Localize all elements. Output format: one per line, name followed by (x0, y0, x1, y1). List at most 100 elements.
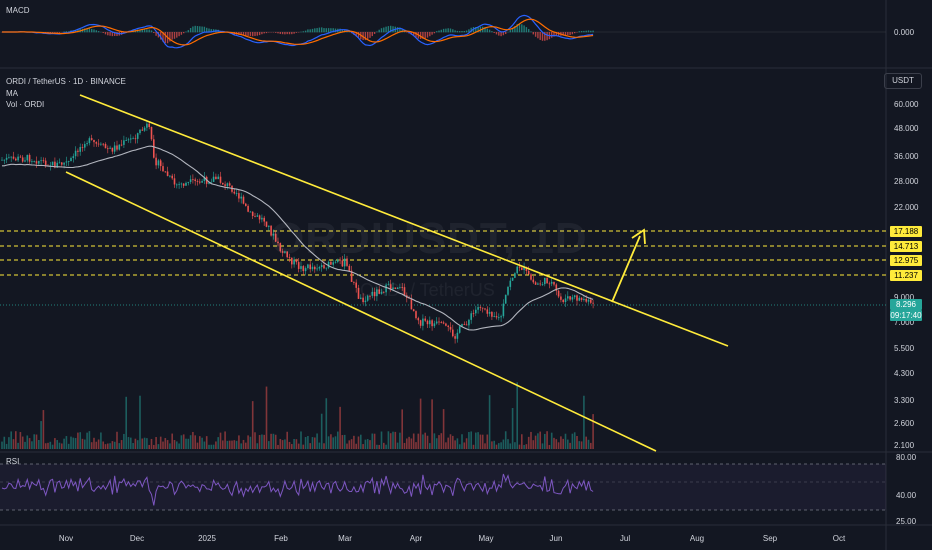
volume-bar (468, 432, 470, 449)
volume-bar (24, 441, 26, 449)
volume-bar (557, 442, 560, 449)
volume-bar (102, 441, 104, 449)
macd-label[interactable]: MACD (6, 6, 30, 15)
candle-body (445, 323, 447, 326)
candle-body (511, 277, 514, 281)
candle-body (233, 191, 236, 194)
volume-bar (297, 443, 300, 449)
macd-bar (114, 32, 116, 36)
candle-body (143, 127, 146, 131)
macd-bar (275, 32, 277, 33)
candle-body (557, 290, 560, 297)
candle-body (394, 287, 397, 289)
time-tick: Feb (274, 534, 288, 543)
candle-body (419, 320, 422, 326)
volume-bar (573, 432, 576, 449)
macd-bar (502, 32, 505, 36)
candle-body (10, 156, 12, 158)
macd-bar (176, 32, 178, 38)
volume-bar (84, 439, 86, 449)
macd-bar (357, 32, 360, 38)
macd-bar (433, 32, 436, 34)
macd-bar (293, 32, 295, 34)
volume-bar (157, 444, 160, 449)
volume-bar (164, 438, 167, 449)
volume-bar (63, 438, 65, 449)
candle-body (468, 319, 470, 326)
volume-bar (226, 440, 229, 449)
volume-bar (251, 401, 254, 449)
macd-bar (424, 32, 426, 39)
volume-bar (560, 436, 562, 449)
chart-title[interactable]: ORDI / TetherUS · 1D · BINANCE (6, 77, 126, 86)
candle-body (201, 181, 203, 183)
volume-bar (592, 414, 594, 449)
candle-body (173, 178, 176, 185)
candle-body (537, 283, 539, 285)
level-label-12975: 12.975 (890, 255, 922, 266)
volume-bar (113, 441, 116, 449)
time-axis[interactable]: Nov Dec 2025 Feb Mar Apr May Jun Jul Aug Sep Oct (59, 534, 846, 543)
candle-body (164, 171, 167, 173)
macd-bar (475, 26, 477, 33)
volume-indicator-label[interactable]: Vol · ORDI (6, 100, 45, 109)
volume-bar (233, 440, 236, 449)
volume-bar (463, 442, 466, 449)
candle-body (500, 316, 502, 318)
candle-body (157, 160, 160, 166)
candle-body (477, 307, 479, 310)
candle-body (544, 277, 546, 285)
candle-body (571, 297, 574, 300)
macd-bar (307, 29, 309, 33)
candle-body (219, 176, 222, 183)
volume-bar (61, 443, 63, 449)
candle-body (399, 287, 401, 288)
volume-bar (422, 434, 424, 449)
candle-body (208, 182, 210, 184)
rsi-label[interactable]: RSI (6, 457, 20, 466)
volume-bar (387, 431, 390, 449)
volume-bar (286, 431, 288, 449)
rsi-line (1, 473, 594, 506)
candle-body (93, 139, 95, 143)
price-tick: 3.300 (894, 396, 915, 405)
candle-body (185, 182, 187, 186)
macd-bar (426, 32, 429, 38)
volume-bar (585, 436, 587, 449)
candle-body (369, 295, 371, 297)
volume-bar (417, 433, 420, 449)
volume-bar (187, 438, 190, 449)
volume-bar (507, 439, 509, 449)
ma-indicator-label[interactable]: MA (6, 89, 18, 98)
candle-body (488, 311, 491, 314)
volume-bar (475, 432, 477, 449)
candle-body (194, 179, 196, 181)
candle-body (84, 144, 86, 148)
macd-bar (438, 30, 440, 33)
volume-bar (546, 431, 548, 449)
volume-bar (521, 434, 523, 449)
candle-body (130, 138, 132, 140)
candle-body (61, 162, 63, 165)
candle-body (171, 175, 173, 179)
candle-body (54, 161, 56, 168)
candle-body (17, 156, 19, 161)
candle-body (104, 143, 107, 149)
volume-bar (383, 442, 385, 449)
volume-bar (410, 438, 413, 449)
candle-body (102, 143, 104, 145)
level-label-14713: 14.713 (890, 241, 922, 252)
candle-body (215, 176, 217, 180)
candle-body (224, 184, 226, 187)
level-label-17188: 17.188 (890, 226, 922, 237)
macd-bar (247, 32, 249, 36)
macd-bar (583, 30, 585, 33)
candle-body (311, 266, 314, 270)
currency-unit-button[interactable]: USDT (884, 73, 922, 89)
volume-bar (355, 443, 357, 449)
macd-bar (323, 28, 325, 33)
candle-body (389, 284, 392, 290)
macd-bar (153, 32, 155, 34)
volume-bar (159, 436, 162, 449)
